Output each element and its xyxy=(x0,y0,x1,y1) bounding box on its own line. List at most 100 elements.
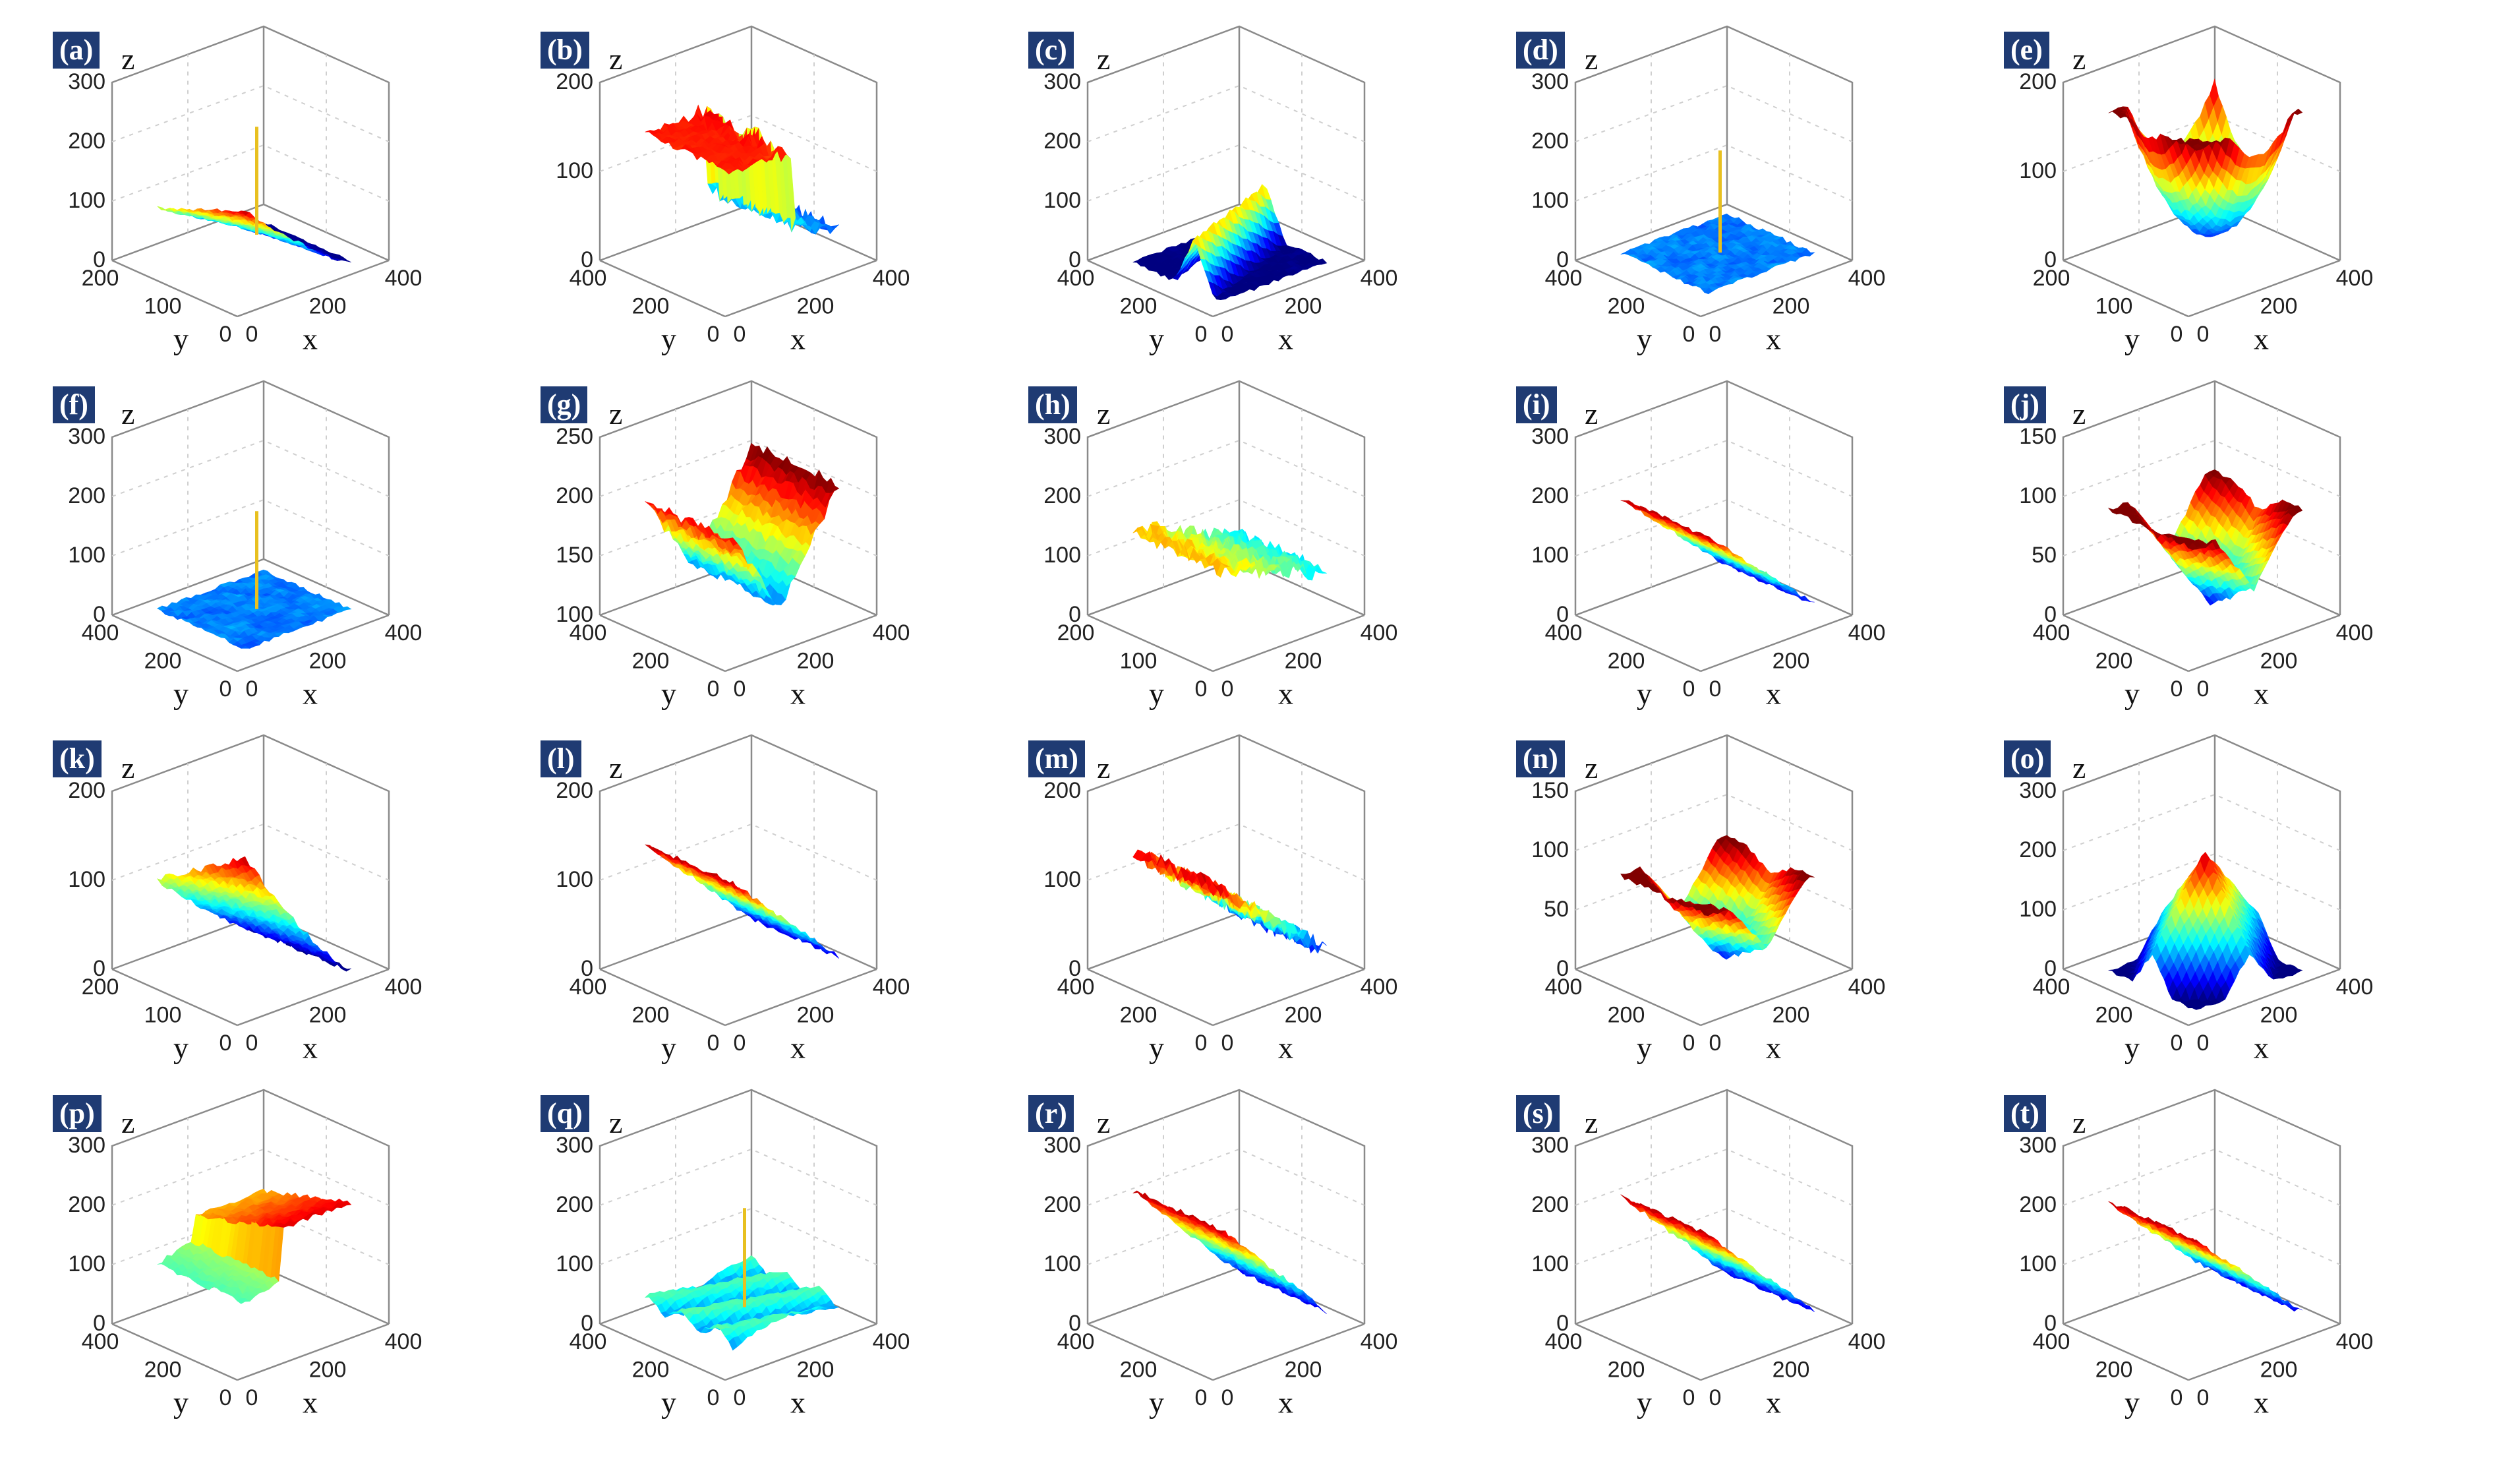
x-axis-label: x xyxy=(2254,322,2269,356)
z-tick-label: 100 xyxy=(556,602,593,627)
chart-panel: 0 100 200 300 0 200 400 0 200 400 z x y (c) xyxy=(1015,25,1503,381)
chart-panel: 0 100 200 0 200 400 0 200 400 z x y (b) xyxy=(527,25,1015,381)
z-tick-label: 300 xyxy=(1531,69,1569,94)
z-tick-label: 100 xyxy=(68,543,105,568)
x-tick-label: 400 xyxy=(385,266,423,291)
panel-label: (h) xyxy=(1028,386,1077,423)
chart-panel: 0 100 200 300 0 200 400 0 200 400 z x y (i) xyxy=(1503,380,1991,736)
x-axis-label: x xyxy=(1766,322,1781,356)
surface-facet xyxy=(1805,252,1815,256)
panel-label: (g) xyxy=(541,386,588,423)
surface-mesh xyxy=(645,442,840,605)
y-tick-label: 200 xyxy=(632,648,670,673)
x-tick-label: 200 xyxy=(1773,294,1810,319)
x-tick-label: 200 xyxy=(309,294,347,319)
z-axis-label: z xyxy=(1097,42,1110,76)
surface-mesh xyxy=(1132,183,1328,301)
panel-label: (c) xyxy=(1028,32,1074,69)
z-tick-label: 150 xyxy=(556,543,593,568)
x-tick-label: 0 xyxy=(734,322,746,347)
y-axis-label: y xyxy=(1637,676,1652,710)
x-tick-label: 400 xyxy=(1361,620,1398,645)
surface-facet xyxy=(645,500,655,506)
x-axis-label: x xyxy=(1766,676,1781,710)
z-tick-label: 200 xyxy=(68,483,105,508)
panel-label: (d) xyxy=(1516,32,1565,69)
x-tick-label: 0 xyxy=(1221,322,1234,347)
chart-panel: 0 100 200 300 0 200 400 0 200 400 z x y (d) xyxy=(1503,25,1991,381)
x-tick-label: 200 xyxy=(1285,648,1322,673)
y-tick-label: 200 xyxy=(2033,266,2070,291)
z-tick-label: 0 xyxy=(1069,247,1081,272)
y-axis-label: y xyxy=(173,322,189,356)
z-axis-label: z xyxy=(1097,397,1110,431)
x-tick-label: 0 xyxy=(1709,322,1722,347)
axes-box xyxy=(1086,25,1366,318)
z-tick-label: 0 xyxy=(581,247,593,272)
y-axis-label: y xyxy=(1149,676,1164,710)
z-tick-label: 250 xyxy=(556,424,593,449)
surface-facet xyxy=(777,147,786,162)
axes-box xyxy=(111,25,390,318)
surface-facet xyxy=(1317,258,1328,265)
x-tick-label: 200 xyxy=(797,648,835,673)
surface-facet xyxy=(341,606,352,610)
x-tick-label: 0 xyxy=(1709,676,1722,702)
y-tick-label: 0 xyxy=(1195,322,1208,347)
x-tick-label: 0 xyxy=(246,322,258,347)
y-axis-label: y xyxy=(661,676,676,710)
x-axis-label: x xyxy=(790,322,806,356)
y-tick-label: 100 xyxy=(2095,294,2133,319)
z-axis-label: z xyxy=(121,397,134,431)
y-tick-label: 100 xyxy=(144,294,182,319)
y-tick-label: 100 xyxy=(1120,648,1157,673)
z-tick-label: 0 xyxy=(1556,602,1569,627)
z-tick-label: 200 xyxy=(68,129,105,154)
z-axis-label: z xyxy=(609,397,622,431)
y-axis-label: y xyxy=(1149,322,1164,356)
y-tick-label: 0 xyxy=(707,676,720,702)
y-axis-label: y xyxy=(173,676,189,710)
chart-panel: 0 100 200 300 0 200 400 0 100 200 z x y (a) xyxy=(40,25,527,381)
z-tick-label: 300 xyxy=(68,424,105,449)
surface-facet xyxy=(829,485,840,493)
y-axis-label: y xyxy=(661,322,676,356)
z-tick-label: 300 xyxy=(1043,424,1081,449)
z-tick-label: 0 xyxy=(93,247,105,272)
z-tick-label: 300 xyxy=(68,69,105,94)
x-tick-label: 0 xyxy=(246,676,258,702)
y-tick-label: 0 xyxy=(1683,676,1695,702)
y-tick-label: 200 xyxy=(1120,294,1157,319)
surface-mesh xyxy=(2107,469,2303,605)
z-tick-label: 100 xyxy=(1531,188,1569,213)
x-tick-label: 400 xyxy=(873,266,910,291)
x-tick-label: 200 xyxy=(1773,648,1810,673)
surface-mesh xyxy=(2108,78,2303,237)
y-axis-label: y xyxy=(1637,322,1652,356)
z-tick-label: 200 xyxy=(1531,483,1569,508)
z-axis-label: z xyxy=(121,42,134,76)
y-tick-label: 0 xyxy=(1195,676,1208,702)
y-tick-label: 0 xyxy=(707,322,720,347)
